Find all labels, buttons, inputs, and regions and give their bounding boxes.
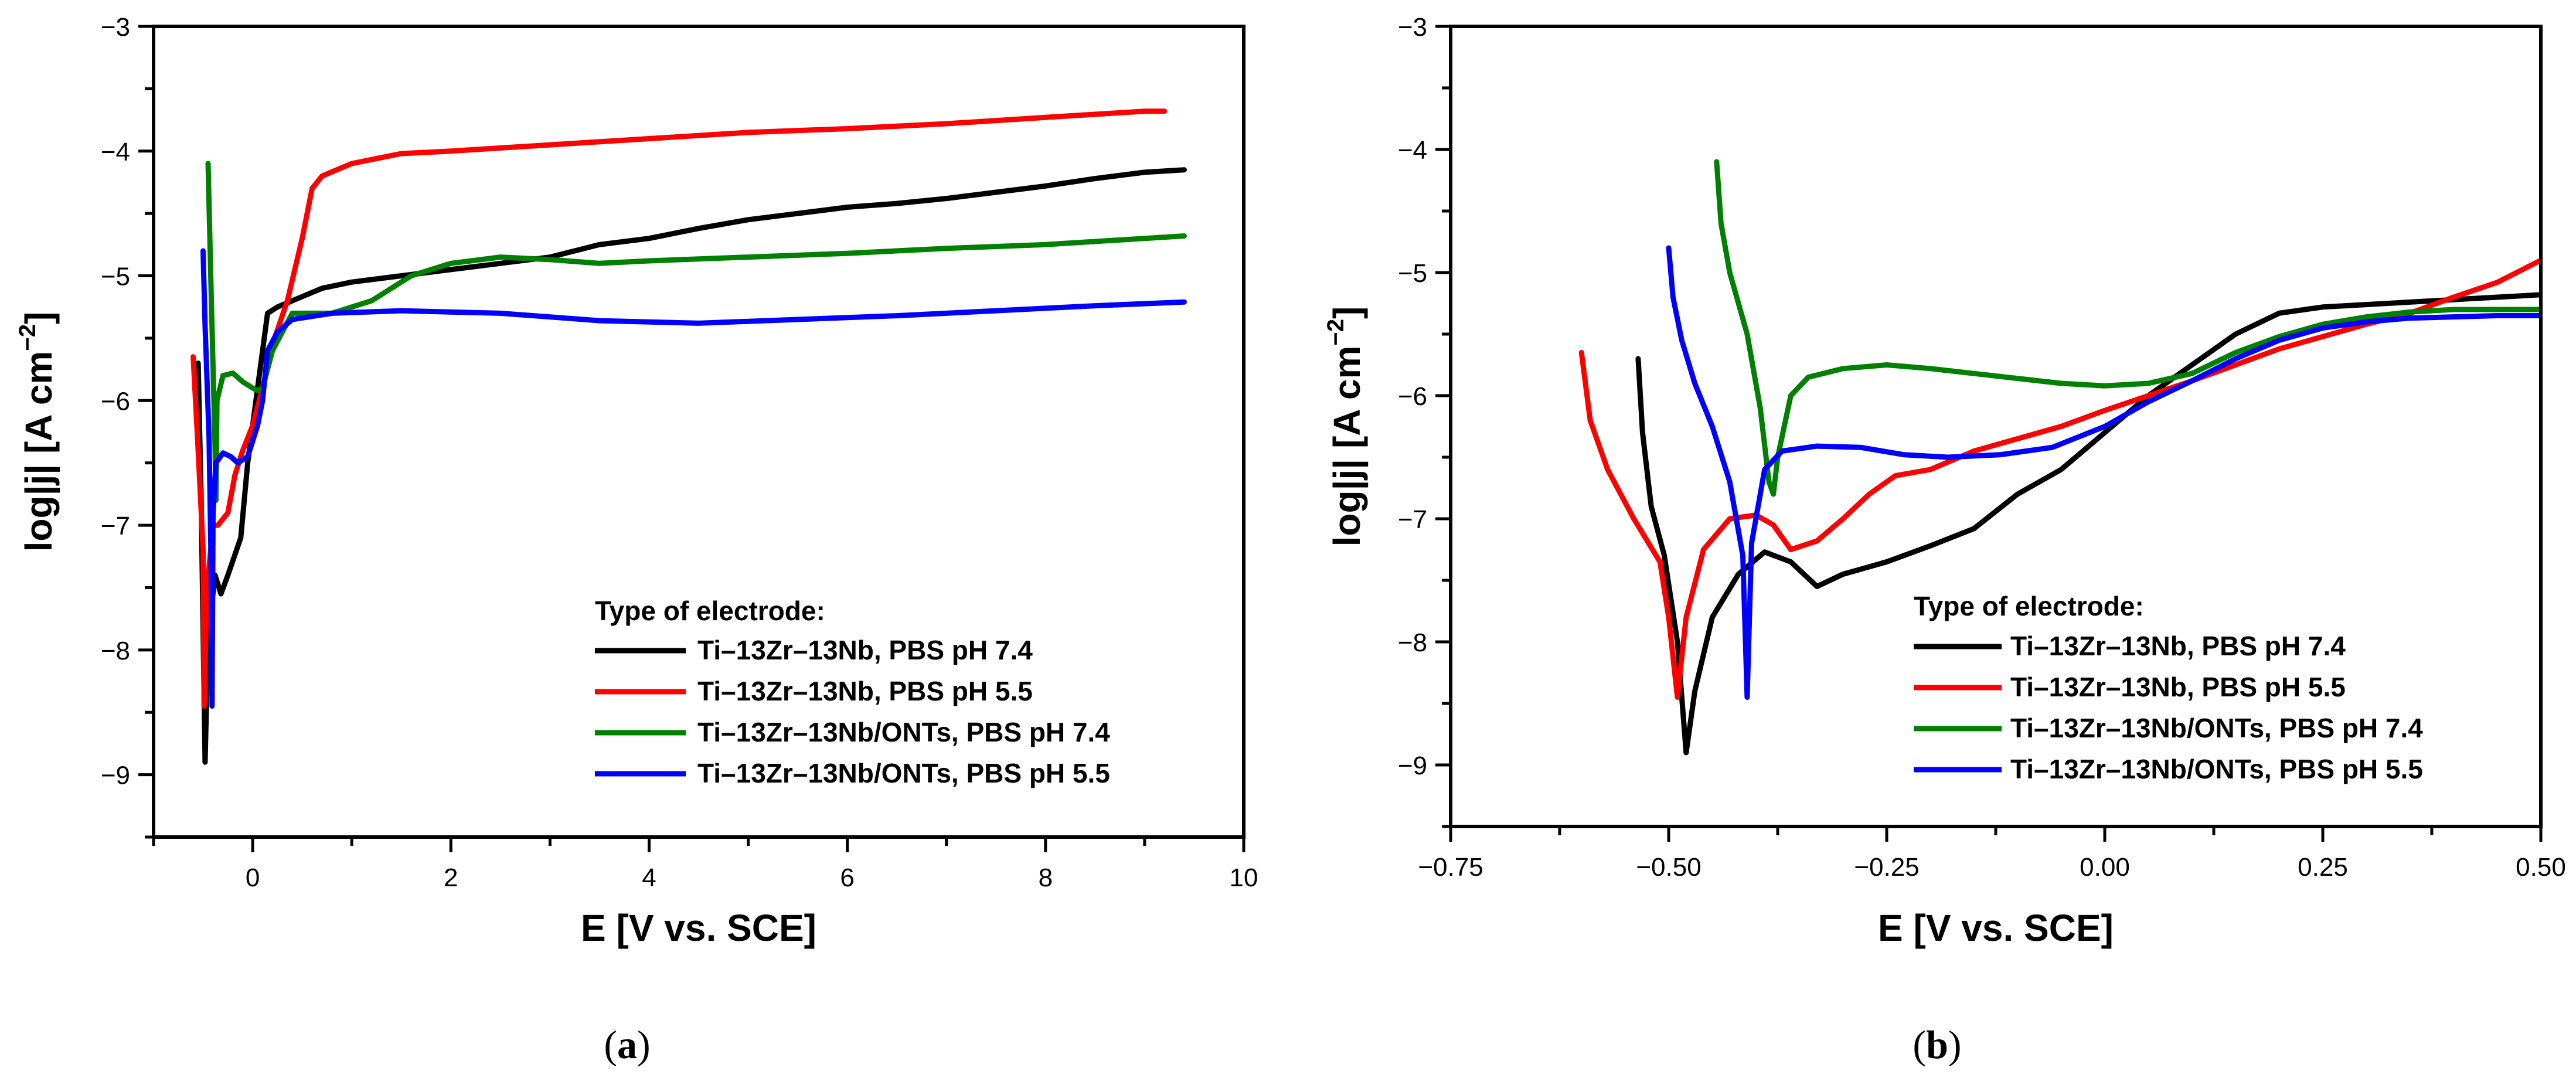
- panel-b-y-tick-label: −3: [1398, 13, 1427, 42]
- panel-a-plot-frame: [152, 25, 1246, 839]
- panel-a-y-tick-label: −7: [101, 512, 130, 540]
- panel-a-x-axis-title: E [V vs. SCE]: [581, 907, 816, 949]
- panel-b-y-axis-title-main: log|j| [A cm: [1326, 346, 1369, 547]
- panel-b-caption-close: ): [1948, 1022, 1962, 1067]
- panel-b-legend-title: Type of electrode:: [1914, 591, 2144, 621]
- panel-b-legend-label-2: Ti–13Zr–13Nb, PBS pH 5.5: [2010, 672, 2346, 702]
- panel-b-y-tick-label: −5: [1398, 259, 1427, 288]
- panel-a-legend-label-4: Ti–13Zr–13Nb/ONTs, PBS pH 5.5: [697, 758, 1110, 788]
- panel-a-x-tick-label: 4: [642, 863, 656, 892]
- panel-b-series-group: [1578, 159, 2541, 756]
- panel-a-legend-label-3: Ti–13Zr–13Nb/ONTs, PBS pH 7.4: [697, 717, 1110, 747]
- panel-b-y-axis-title-close: ]: [1326, 307, 1368, 319]
- panel-b-caption-open: (: [1913, 1022, 1926, 1067]
- panel-a-y-axis-title-exponent: −2: [15, 324, 40, 351]
- panel-b-x-axis-title: E [V vs. SCE]: [1878, 907, 2114, 949]
- panel-a-y-tick-label: −8: [101, 637, 130, 665]
- panel-b-caption: (b): [1913, 1022, 1961, 1067]
- panel-a-caption-open: (: [604, 1022, 617, 1067]
- panel-a-y-axis-title-close: ]: [18, 312, 60, 324]
- panel-b-series-line-3: [1714, 159, 2541, 497]
- panel-a-series-group: [190, 108, 1187, 765]
- panel-a-caption: (a): [604, 1022, 650, 1067]
- panel-b-chart: −0.75 −0.50 −0.25 0.00 0.25 0.50 −9 −8 −7 −6 −5 −4 −…: [1323, 13, 2566, 1067]
- panel-b-y-axis-title: log|j| [A cm−2]: [1323, 307, 1369, 547]
- panel-b-series-line-2: [1578, 257, 2541, 700]
- panel-a-legend: Type of electrode: Ti–13Zr–13Nb, PBS pH 7…: [595, 596, 1110, 788]
- panel-a-x-tick-label: 2: [444, 863, 458, 892]
- panel-b-y-tick-label: −9: [1398, 751, 1427, 780]
- panel-b-legend-label-4: Ti–13Zr–13Nb/ONTs, PBS pH 5.5: [2010, 754, 2423, 784]
- panel-a-series-line-4: [200, 248, 1187, 709]
- panel-b-x-tick-label: −0.50: [1636, 853, 1701, 882]
- panel-a-caption-letter: a: [617, 1022, 637, 1067]
- panel-a-x-tick-label: 8: [1039, 863, 1053, 892]
- panel-a-y-tick-label: −3: [101, 13, 130, 42]
- panel-a-y-tick-label: −4: [101, 138, 130, 166]
- panel-a-y-tick-label: −9: [101, 761, 130, 790]
- panel-a-chart: 0 2 4 6 8 10 −9 −8 −7 −6 −5 −4 −3 E [V vs. SCE] log|j|…: [15, 13, 1258, 1067]
- panel-b-series-line-4: [1666, 245, 2541, 700]
- panel-b-caption-letter: b: [1926, 1022, 1948, 1067]
- panel-a-legend-label-1: Ti–13Zr–13Nb, PBS pH 7.4: [697, 635, 1033, 665]
- panel-b-y-tick-label: −7: [1398, 505, 1427, 534]
- panel-b-plot-frame: [1449, 25, 2543, 828]
- panel-b-y-tick-label: −6: [1398, 382, 1427, 411]
- panel-b-y-axis-title-exponent: −2: [1323, 319, 1349, 346]
- panel-a-caption-close: ): [637, 1022, 651, 1067]
- panel-a-y-tick-label: −6: [101, 387, 130, 416]
- panel-a-x-tick-label: 10: [1230, 863, 1258, 892]
- panel-b-y-tick-label: −4: [1398, 136, 1427, 165]
- panel-a-x-tick-label: 0: [246, 863, 260, 892]
- panel-b-x-tick-label: 0.25: [2298, 853, 2348, 882]
- panel-b-x-tick-label: −0.25: [1854, 853, 1919, 882]
- panel-b-y-tick-label: −8: [1398, 628, 1427, 657]
- panel-a-legend-label-2: Ti–13Zr–13Nb, PBS pH 5.5: [697, 676, 1033, 706]
- panel-a-series-line-3: [205, 161, 1187, 503]
- panel-a-y-axis-title: log|j| [A cm−2]: [15, 312, 60, 552]
- panel-a-x-tick-label: 6: [840, 863, 854, 892]
- panel-a-y-axis-title-main: log|j| [A cm: [18, 351, 60, 552]
- panel-b-x-tick-label: −0.75: [1418, 853, 1483, 882]
- panel-b-x-tick-label: 0.50: [2516, 853, 2566, 882]
- panel-a-legend-title: Type of electrode:: [595, 596, 825, 626]
- panel-b-legend: Type of electrode: Ti–13Zr–13Nb, PBS pH 7…: [1914, 591, 2423, 784]
- panel-a-y-tick-label: −5: [101, 263, 130, 291]
- panel-b-legend-label-1: Ti–13Zr–13Nb, PBS pH 7.4: [2010, 631, 2346, 661]
- panel-b-series-line-1: [1635, 292, 2541, 756]
- panel-b-x-tick-label: 0.00: [2080, 853, 2130, 882]
- panel-b-legend-label-3: Ti–13Zr–13Nb/ONTs, PBS pH 7.4: [2010, 713, 2423, 743]
